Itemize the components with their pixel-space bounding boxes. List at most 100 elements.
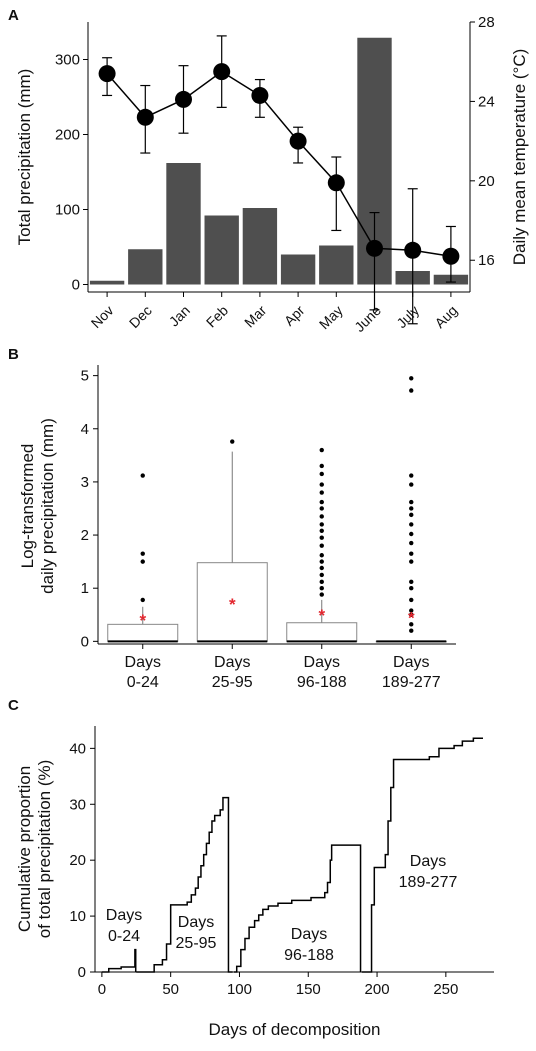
outlier-point [140,559,145,564]
outlier-point [140,473,145,478]
outlier-point [409,473,414,478]
x-tick-label: 0-24 [127,674,159,691]
y-tick-label-right: 20 [478,173,495,190]
mean-marker: * [139,611,146,630]
period-annotation: 96-188 [284,947,334,964]
x-tick-label: Jan [166,302,193,329]
y-tick-label: 10 [69,908,86,925]
y-tick-label-right: 16 [478,252,495,269]
outlier-point [409,540,414,546]
outlier-point [409,612,414,617]
panel-a-letter: A [8,7,19,24]
outlier-point [319,579,324,585]
outlier-point [319,482,324,487]
temperature-point [251,86,269,104]
outlier-point [319,447,324,453]
outlier-point [319,592,324,597]
outlier-point [140,597,145,603]
x-tick-label: Days [304,654,340,671]
period-annotation: Days [410,853,446,870]
outlier-point [409,376,414,381]
outlier-point [409,512,414,518]
y-tick-label: 30 [69,796,86,813]
temperature-point [289,132,307,150]
x-tick-label: July [393,302,422,331]
x-tick-label: 0 [98,981,106,998]
y-tick-label-left: 300 [55,52,80,69]
y-axis-label: daily precipitation (mm) [38,418,57,594]
outlier-point [319,543,324,548]
temperature-line [106,70,452,258]
outlier-point [409,628,414,633]
x-tick-label: 200 [365,981,390,998]
temperature-point [404,241,422,259]
outlier-point [409,586,414,591]
x-tick-label: Apr [281,302,308,329]
outlier-point [409,551,414,556]
outlier-point [319,586,324,591]
outlier-point [319,490,324,495]
x-tick-label: Days [393,654,429,671]
x-tick-label: 100 [227,981,252,998]
y-tick-label: 5 [81,368,89,385]
box [286,622,358,642]
period-annotation: 25-95 [176,935,217,952]
x-tick-label: 25-95 [212,674,253,691]
x-tick-label: 96-188 [297,674,347,691]
outlier-point [409,388,414,393]
outlier-point [230,439,235,444]
outlier-point [140,551,145,556]
precip-bar [89,280,125,285]
x-tick-label: 50 [162,981,179,998]
y-tick-label: 0 [81,633,89,650]
period-annotation: 0-24 [108,928,140,945]
x-tick-label: 189-277 [382,674,441,691]
precip-bar [319,245,354,285]
cumulative-step-line [233,844,362,973]
outlier-point [409,499,414,505]
precip-bar [128,249,163,285]
mean-marker: * [318,606,325,625]
outlier-point [319,506,324,511]
y-tick-label: 2 [81,527,89,544]
outlier-point [409,531,414,537]
precip-bar [204,215,239,285]
precip-bar [166,163,201,285]
y-tick-label: 40 [69,740,86,757]
panel-b-letter: B [8,346,19,363]
period-annotation: Days [178,914,214,931]
outlier-point [319,499,324,505]
temperature-point [366,239,383,257]
mean-marker: * [229,595,236,614]
x-tick-label: Nov [88,302,117,331]
temperature-point [98,65,116,83]
y-tick-label: 3 [81,474,89,491]
y-axis-label: Log-transformed [18,444,37,569]
y-tick-label: 20 [69,852,86,869]
outlier-point [319,572,324,578]
outlier-point [409,522,414,527]
period-annotation: 189-277 [399,874,458,891]
precip-bar [242,208,278,285]
x-tick-label: 150 [296,981,321,998]
y-tick-label: 1 [81,580,89,597]
outlier-point [409,559,414,564]
temperature-point [213,63,231,81]
outlier-point [409,608,414,613]
panel-c-chart: 0 10 20 30 40 0 50 100 150 200 250 Days 0-24 Days 25-9… [15,726,494,1039]
outlier-point [319,559,324,564]
y-tick-label-right: 28 [478,14,495,31]
x-tick-label: Days [125,654,161,671]
cumulative-step-line [101,948,137,973]
x-tick-label: Dec [126,302,155,331]
precip-bar [280,254,316,285]
x-tick-label: Mar [241,302,270,331]
outlier-point [409,506,414,511]
y-axis-label-right: Daily mean temperature (°C) [510,49,529,266]
cumulative-step-line [361,737,483,973]
x-tick-label: 250 [433,981,458,998]
y-axis-label-left: Total precipitation (mm) [15,69,34,246]
x-tick-label: Aug [431,302,460,331]
x-tick-label: Feb [203,302,232,331]
